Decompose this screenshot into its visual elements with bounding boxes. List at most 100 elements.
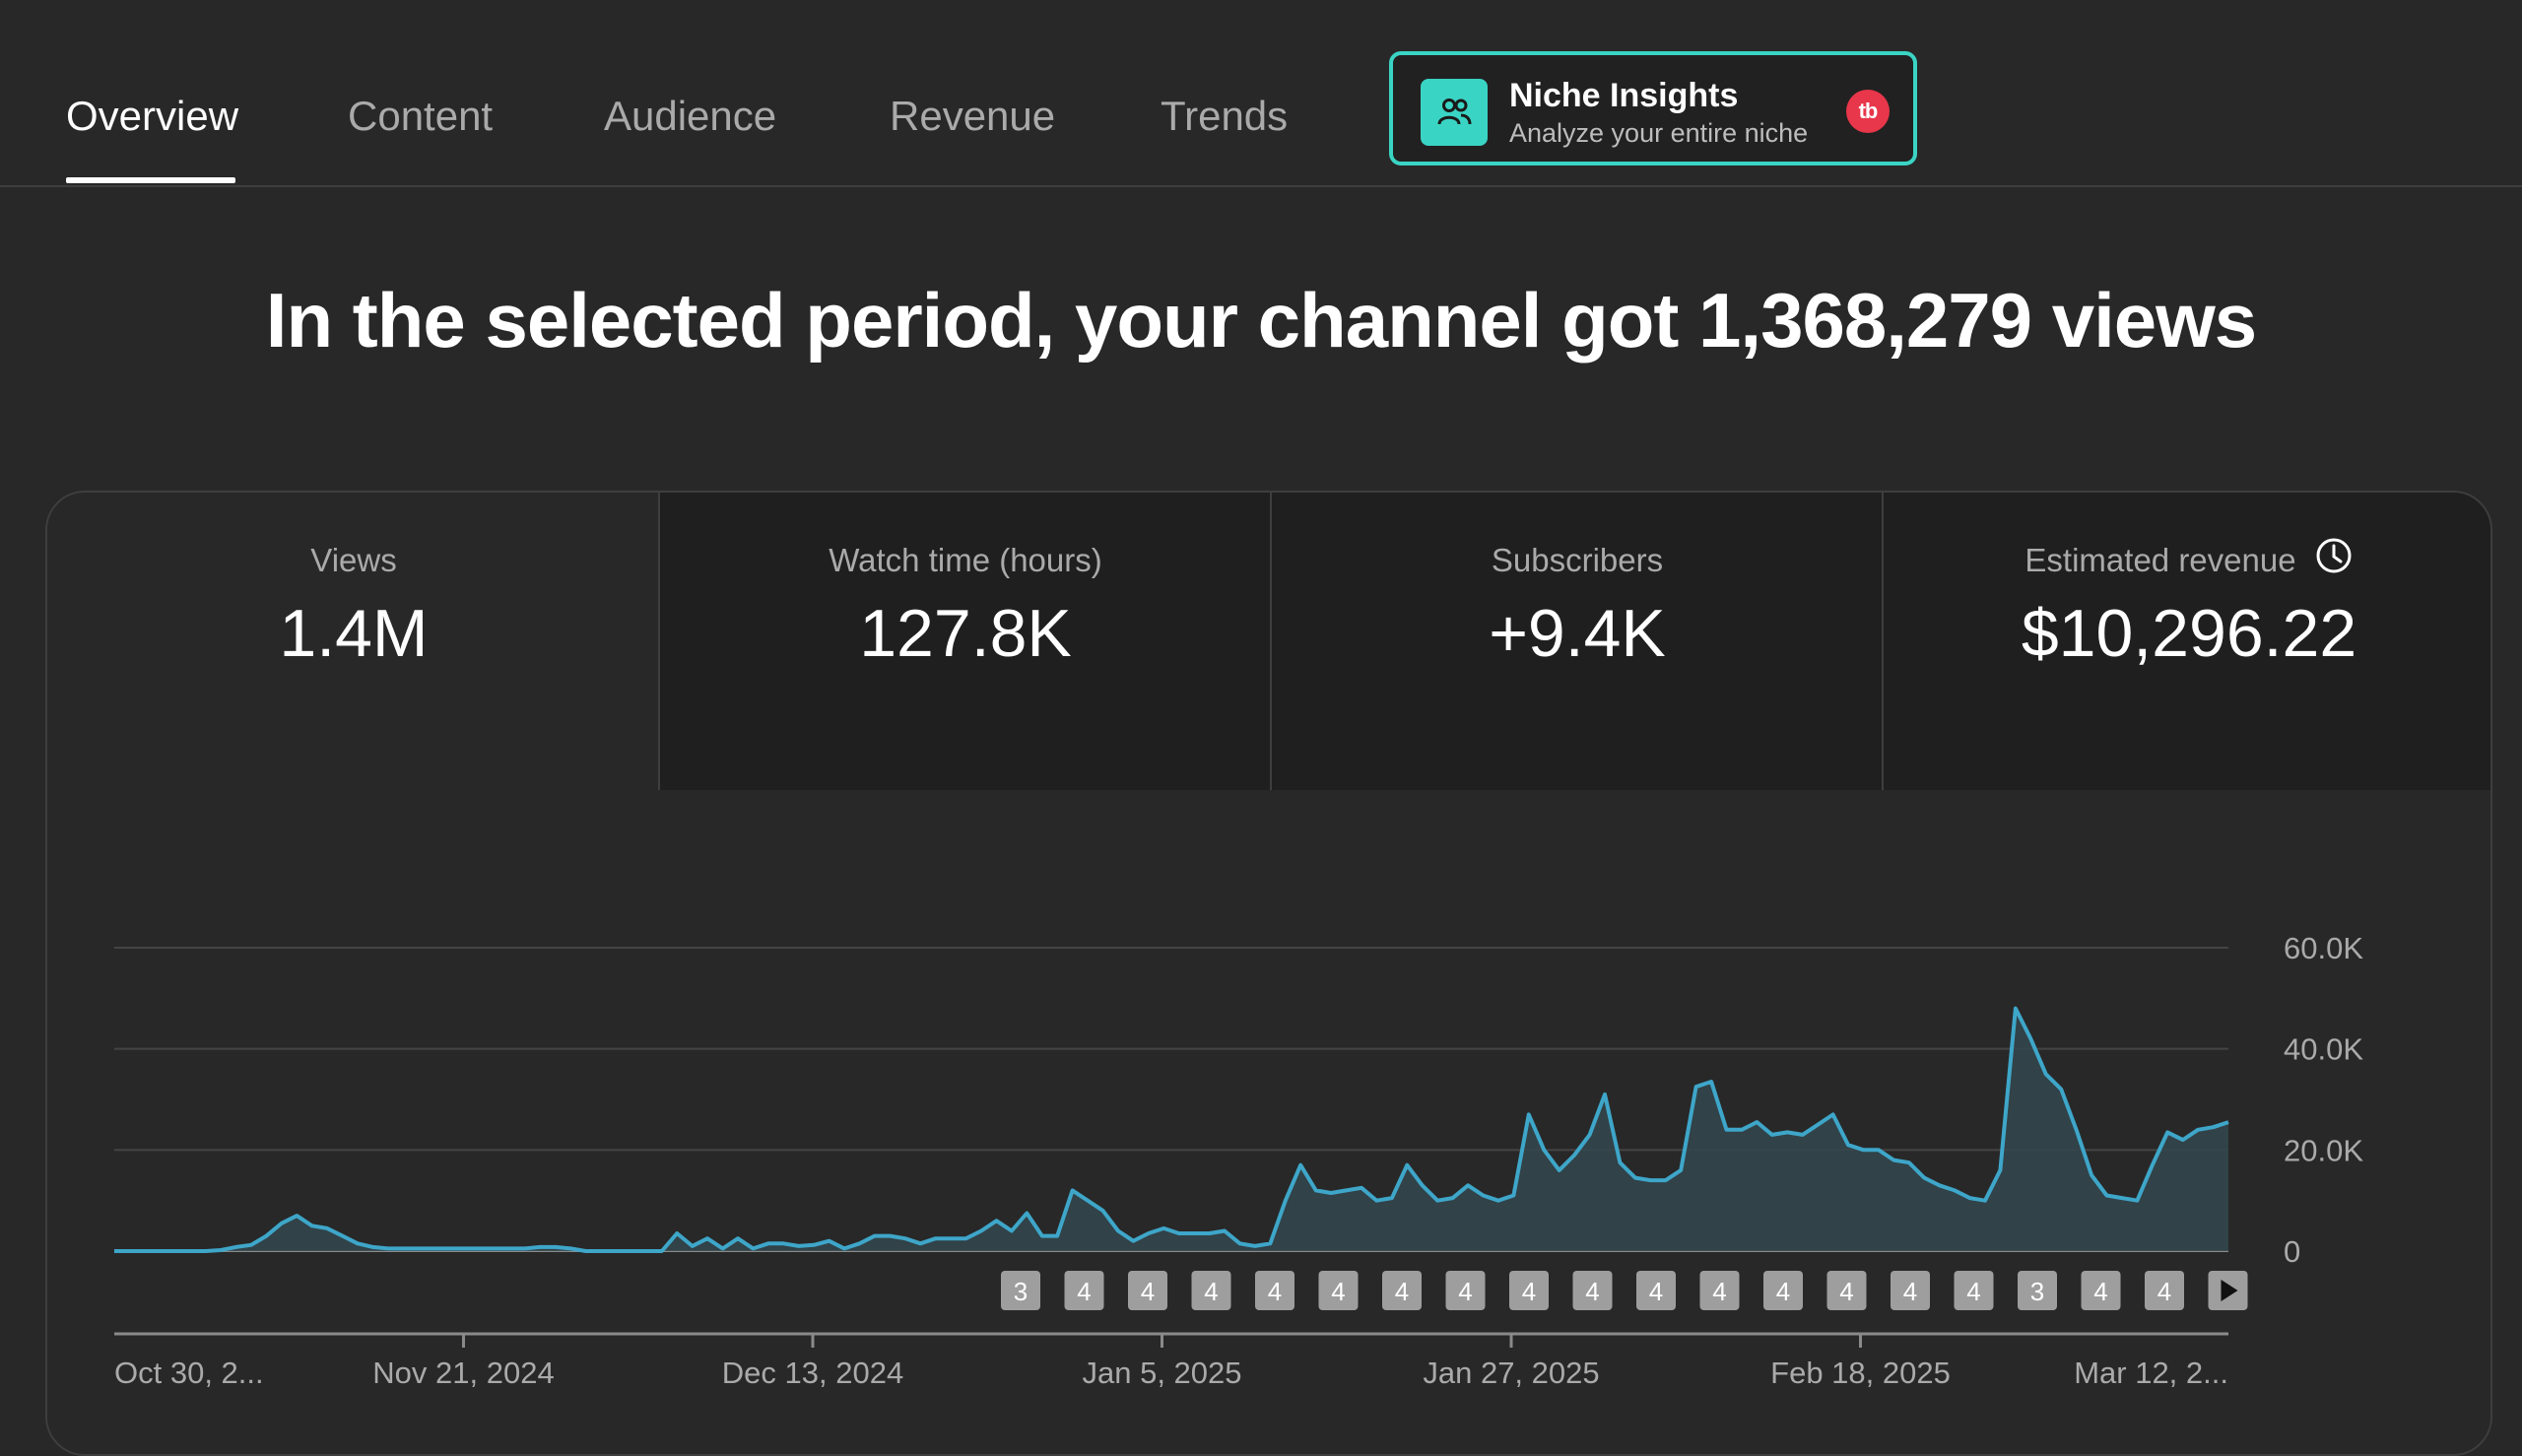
niche-insights-title: Niche Insights	[1509, 77, 1739, 114]
video-marker-box	[1255, 1271, 1294, 1310]
video-marker-count: 4	[1585, 1277, 1599, 1306]
metric-label: Estimated revenue	[1884, 538, 2490, 583]
video-marker-box	[1064, 1271, 1104, 1310]
views-area-fill	[114, 1008, 2228, 1251]
play-arrow-icon[interactable]	[2208, 1271, 2248, 1310]
active-tab-indicator	[66, 177, 235, 183]
video-marker-box	[1509, 1271, 1549, 1310]
niche-insights-subtitle: Analyze your entire niche	[1509, 118, 1809, 148]
x-tick-label: Oct 30, 2...	[114, 1356, 264, 1390]
video-marker[interactable]: 4	[1318, 1271, 1359, 1310]
video-marker-count: 4	[1712, 1277, 1726, 1306]
x-tick-label: Jan 27, 2025	[1423, 1356, 1599, 1390]
video-marker[interactable]: 4	[1064, 1271, 1104, 1310]
video-marker-box	[1445, 1271, 1486, 1310]
video-marker-count: 4	[1966, 1277, 1980, 1306]
y-tick-label: 40.0K	[2284, 1032, 2363, 1067]
extension-badge-icon: tb	[1846, 90, 1890, 133]
video-marker-count: 4	[1649, 1277, 1663, 1306]
tab-bar: Overview Content Audience Revenue Trends…	[0, 0, 2522, 187]
video-marker-count: 3	[2030, 1277, 2044, 1306]
video-marker-count: 3	[1014, 1277, 1028, 1306]
video-marker[interactable]: 4	[1509, 1271, 1549, 1310]
video-marker[interactable]: 4	[1891, 1271, 1930, 1310]
video-marker-count: 4	[1077, 1277, 1091, 1306]
video-marker[interactable]: 4	[1128, 1271, 1167, 1310]
video-marker-box	[1763, 1271, 1803, 1310]
video-marker[interactable]: 4	[1699, 1271, 1740, 1310]
x-tick-label: Mar 12, 2...	[2074, 1356, 2228, 1390]
video-marker-box	[1954, 1271, 1994, 1310]
video-marker-box	[1699, 1271, 1740, 1310]
video-marker[interactable]: 4	[2145, 1271, 2184, 1310]
video-marker[interactable]: 4	[1255, 1271, 1294, 1310]
metrics-card: Views 1.4M Watch time (hours) 127.8K Sub…	[45, 491, 2492, 1456]
users-icon	[1421, 79, 1488, 146]
views-series-line	[114, 1006, 2229, 1253]
video-marker-box	[1572, 1271, 1613, 1310]
video-marker-count: 4	[1903, 1277, 1917, 1306]
video-marker-box	[2018, 1271, 2057, 1310]
video-marker[interactable]: 4	[1763, 1271, 1803, 1310]
metric-label: Views	[310, 542, 397, 578]
video-marker[interactable]: 3	[2018, 1271, 2057, 1310]
metric-label: Subscribers	[1491, 542, 1664, 578]
video-marker-count: 4	[1458, 1277, 1472, 1306]
y-tick-label: 0	[2284, 1234, 2300, 1269]
x-tick-label: Feb 18, 2025	[1770, 1356, 1951, 1390]
page-headline: In the selected period, your channel got…	[265, 277, 2257, 364]
video-marker-count: 4	[1331, 1277, 1345, 1306]
video-marker-count: 4	[1522, 1277, 1536, 1306]
video-marker[interactable]: 3	[1001, 1271, 1040, 1310]
video-marker-box	[1001, 1271, 1040, 1310]
y-tick-label: 60.0K	[2284, 931, 2363, 965]
y-tick-label: 20.0K	[2284, 1133, 2363, 1167]
x-tick-label: Nov 21, 2024	[372, 1356, 554, 1390]
video-marker[interactable]: 4	[1636, 1271, 1676, 1310]
play-arrow-glyph	[2221, 1280, 2238, 1301]
video-marker[interactable]: 4	[1382, 1271, 1422, 1310]
video-marker-box	[1382, 1271, 1422, 1310]
video-marker[interactable]: 4	[1954, 1271, 1994, 1310]
metric-value: 127.8K	[859, 596, 1072, 671]
video-marker-count: 4	[1141, 1277, 1155, 1306]
video-marker[interactable]: 4	[1572, 1271, 1613, 1310]
metric-tab-watch-time[interactable]: Watch time (hours) 127.8K	[658, 493, 1271, 790]
video-marker[interactable]: 4	[2081, 1271, 2121, 1310]
clock-icon	[2314, 536, 2354, 583]
video-marker[interactable]: 4	[1445, 1271, 1486, 1310]
video-marker-box	[1318, 1271, 1359, 1310]
metric-tab-estimated-revenue[interactable]: Estimated revenue $10,296.22	[1882, 493, 2490, 790]
x-tick-label: Jan 5, 2025	[1082, 1356, 1241, 1390]
video-marker-box	[2145, 1271, 2184, 1310]
metric-label-text: Estimated revenue	[2024, 542, 2296, 578]
video-marker-count: 4	[1204, 1277, 1218, 1306]
tab-revenue[interactable]: Revenue	[890, 93, 1056, 139]
tab-trends[interactable]: Trends	[1161, 93, 1289, 139]
video-marker-count: 4	[1395, 1277, 1409, 1306]
video-marker[interactable]: 4	[1191, 1271, 1231, 1310]
video-marker-box	[2081, 1271, 2121, 1310]
video-marker-box	[1191, 1271, 1231, 1310]
video-marker-count: 4	[2157, 1277, 2171, 1306]
video-marker-box	[1891, 1271, 1930, 1310]
metric-value: $10,296.22	[2021, 596, 2357, 671]
tab-audience[interactable]: Audience	[604, 93, 777, 139]
tab-content[interactable]: Content	[348, 93, 494, 139]
tab-overview[interactable]: Overview	[66, 93, 239, 139]
metric-value: +9.4K	[1489, 596, 1666, 671]
video-marker-count: 4	[1268, 1277, 1282, 1306]
video-marker-box	[1128, 1271, 1167, 1310]
niche-insights-button[interactable]: Niche Insights Analyze your entire niche…	[1389, 51, 1917, 165]
video-marker[interactable]: 4	[1826, 1271, 1867, 1310]
metric-label: Watch time (hours)	[829, 542, 1102, 578]
video-marker-count: 4	[2093, 1277, 2107, 1306]
metric-tab-subscribers[interactable]: Subscribers +9.4K	[1270, 493, 1883, 790]
metric-value: 1.4M	[279, 596, 429, 671]
metric-tab-views[interactable]: Views 1.4M	[47, 493, 660, 790]
x-tick-label: Dec 13, 2024	[722, 1356, 903, 1390]
video-marker-box	[1826, 1271, 1867, 1310]
views-chart: 60.0K 40.0K 20.0K 0 3 4 4 4 4 4 4 4 4 4 4 4 4 4 4 4 3 4 4 Oct 3…	[114, 931, 2363, 1390]
video-marker-count: 4	[1776, 1277, 1790, 1306]
video-marker-count: 4	[1839, 1277, 1853, 1306]
